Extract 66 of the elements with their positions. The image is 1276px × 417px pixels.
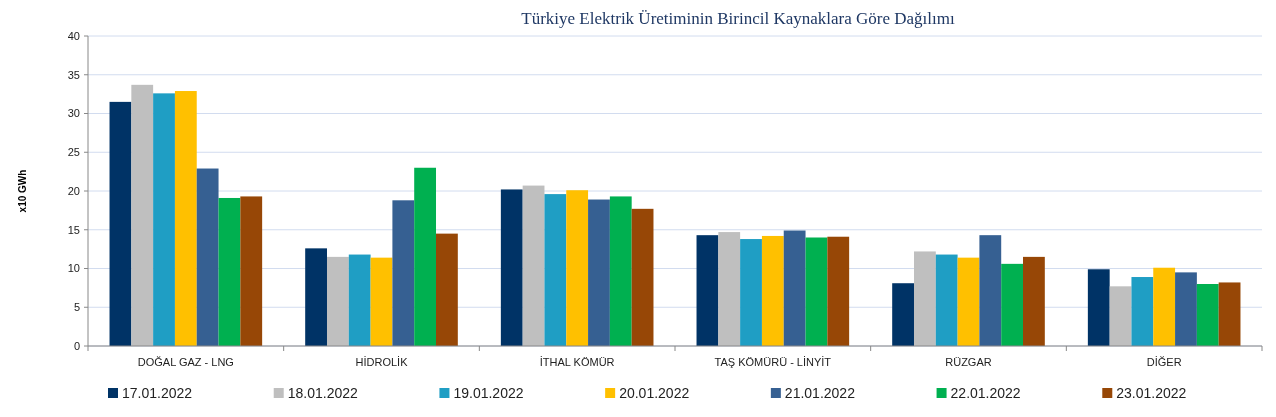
legend-label: 20.01.2022: [619, 385, 690, 401]
bar: [979, 235, 1002, 346]
bar: [174, 91, 197, 346]
bar: [696, 235, 719, 346]
bar: [957, 257, 980, 346]
y-tick-label: 20: [67, 184, 80, 197]
y-tick-label: 10: [67, 262, 80, 275]
y-tick-label: 0: [73, 339, 80, 352]
x-tick-label: DOĞAL GAZ - LNG: [137, 356, 234, 368]
x-tick-label: TAŞ KÖMÜRÜ - LİNYİT: [714, 356, 832, 368]
bar: [305, 248, 327, 346]
y-tick-label: 35: [67, 68, 80, 81]
bar: [153, 93, 175, 346]
bar: [218, 197, 241, 346]
x-tick-label: HİDROLİK: [355, 356, 409, 368]
bar: [522, 185, 545, 346]
bar: [740, 239, 762, 346]
bar: [805, 237, 828, 346]
bar: [892, 283, 914, 346]
legend-label: 23.01.2022: [1116, 385, 1187, 401]
bar: [500, 189, 523, 346]
legend-label: 18.01.2022: [287, 385, 358, 401]
chart-title: Türkiye Elektrik Üretiminin Birincil Kaynaklara Göre Dağılımı: [521, 9, 955, 28]
bar: [326, 256, 349, 346]
bar: [609, 196, 632, 346]
bar: [935, 254, 958, 346]
y-axis-title: x10 GWh: [17, 169, 28, 213]
bar: [566, 190, 589, 346]
bar: [131, 84, 154, 346]
bar: [392, 200, 415, 346]
bar: [1218, 282, 1241, 346]
y-tick-label: 15: [67, 223, 80, 236]
bar: [1175, 272, 1197, 346]
bar: [348, 254, 371, 346]
legend-label: 22.01.2022: [950, 385, 1021, 401]
y-tick-label: 5: [73, 301, 80, 314]
y-tick-label: 40: [67, 29, 80, 42]
bar: [1023, 256, 1045, 346]
bar: [1131, 277, 1154, 346]
bar: [1153, 267, 1176, 346]
bar: [631, 208, 654, 346]
x-tick-label: RÜZGAR: [945, 356, 992, 368]
legend-label: 21.01.2022: [784, 385, 856, 401]
x-tick-label: İTHAL KÖMÜR: [539, 356, 615, 368]
bar: [1109, 286, 1132, 346]
legend-label: 17.01.2022: [122, 385, 193, 401]
bar: [1087, 269, 1110, 346]
bar: [1196, 284, 1219, 346]
bar: [436, 233, 458, 346]
bar: [240, 196, 263, 346]
bar: [414, 167, 437, 346]
bar: [1001, 263, 1024, 346]
bar: [196, 168, 219, 346]
x-tick-label: DİĞER: [1146, 356, 1182, 368]
bar: [370, 257, 393, 346]
bar: [761, 235, 784, 346]
bar: [783, 230, 806, 346]
y-tick-label: 30: [67, 107, 80, 120]
legend-label: 19.01.2022: [453, 385, 524, 401]
bar: [718, 232, 741, 346]
bar: [109, 101, 132, 346]
bar: [588, 199, 610, 346]
bar: [827, 236, 850, 346]
bar: [913, 251, 936, 346]
bar: [544, 194, 567, 346]
y-tick-label: 25: [67, 146, 80, 159]
